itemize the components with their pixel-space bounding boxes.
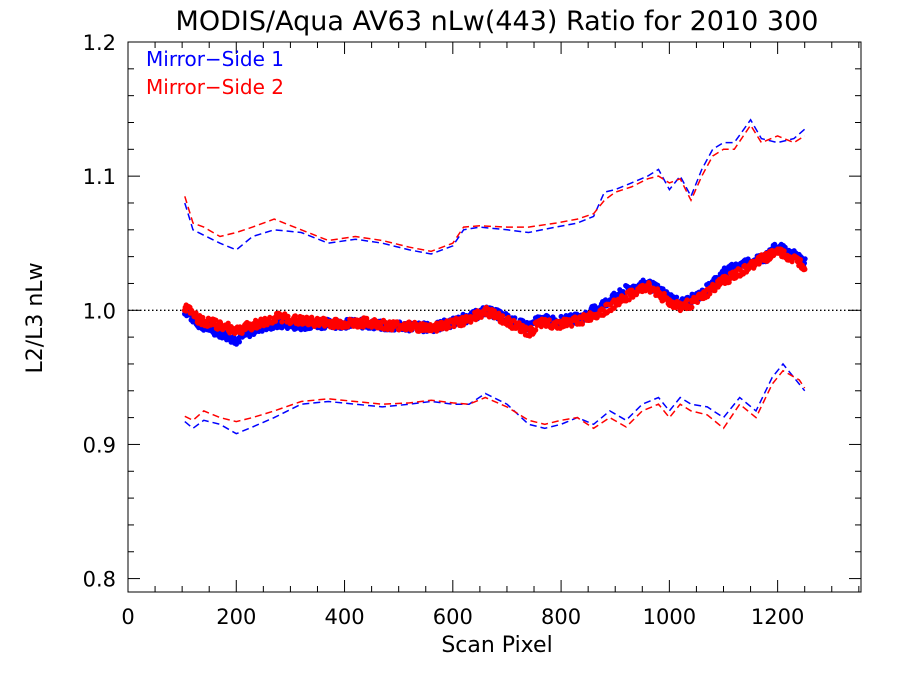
data-point <box>689 304 695 310</box>
legend-entry-mirror-side-2: Mirror−Side 2 <box>146 75 284 99</box>
data-point <box>674 294 680 300</box>
data-point <box>569 323 575 329</box>
data-point <box>684 297 690 303</box>
legend-entry-mirror-side-1: Mirror−Side 1 <box>146 47 284 71</box>
data-point <box>655 282 661 288</box>
data-point <box>272 318 279 324</box>
data-point <box>533 327 539 333</box>
chart-title: MODIS/Aqua AV63 nLw(443) Ratio for 2010 … <box>176 6 819 37</box>
data-point <box>500 313 506 319</box>
y-tick-label: 1.0 <box>83 299 116 323</box>
data-point <box>491 308 497 314</box>
legend: Mirror−Side 1 Mirror−Side 2 <box>146 47 284 99</box>
data-point <box>802 266 808 272</box>
data-point <box>279 319 285 325</box>
x-tick-label: 600 <box>433 605 473 629</box>
x-tick-label: 200 <box>216 605 256 629</box>
x-tick-label: 400 <box>324 605 364 629</box>
data-point <box>213 317 219 323</box>
upper-dashed-line <box>184 123 806 253</box>
x-tick-label: 0 <box>121 605 134 629</box>
data-point <box>225 320 231 326</box>
data-point <box>579 321 586 327</box>
data-point <box>239 330 245 336</box>
data-point <box>451 323 457 330</box>
data-point <box>387 319 393 325</box>
data-point <box>781 248 787 254</box>
y-tick-label: 1.1 <box>83 165 116 189</box>
y-tick-label: 0.8 <box>83 568 116 592</box>
data-point <box>446 324 452 330</box>
x-tick-label: 800 <box>541 605 581 629</box>
data-point <box>413 321 419 327</box>
data-point <box>267 314 273 320</box>
data-point <box>292 313 298 319</box>
plot-area: 0 200 400 600 800 1000 1200 0.8 0.9 1.0 1.1 1.2 <box>83 31 862 629</box>
plot-frame <box>127 41 862 593</box>
data-point <box>802 256 808 262</box>
x-tick-label: 1200 <box>751 605 804 629</box>
data-point <box>309 315 315 321</box>
data-point <box>694 299 701 305</box>
data-point <box>592 303 598 309</box>
data-point <box>756 260 763 266</box>
y-tick-label: 0.9 <box>83 433 116 457</box>
x-tick-label: 1000 <box>643 605 696 629</box>
data-point <box>707 291 713 297</box>
lower-dashed-line <box>184 369 806 430</box>
y-axis-label: L2/L3 nLw <box>23 262 48 373</box>
upper-dashed-line <box>184 118 806 255</box>
x-axis-label: Scan Pixel <box>441 633 552 658</box>
data-point <box>236 339 242 345</box>
data-point <box>546 317 552 323</box>
data-point <box>626 297 632 303</box>
data-point <box>633 292 640 298</box>
y-tick-label: 1.2 <box>83 31 116 55</box>
lower-dashed-line <box>184 362 806 435</box>
